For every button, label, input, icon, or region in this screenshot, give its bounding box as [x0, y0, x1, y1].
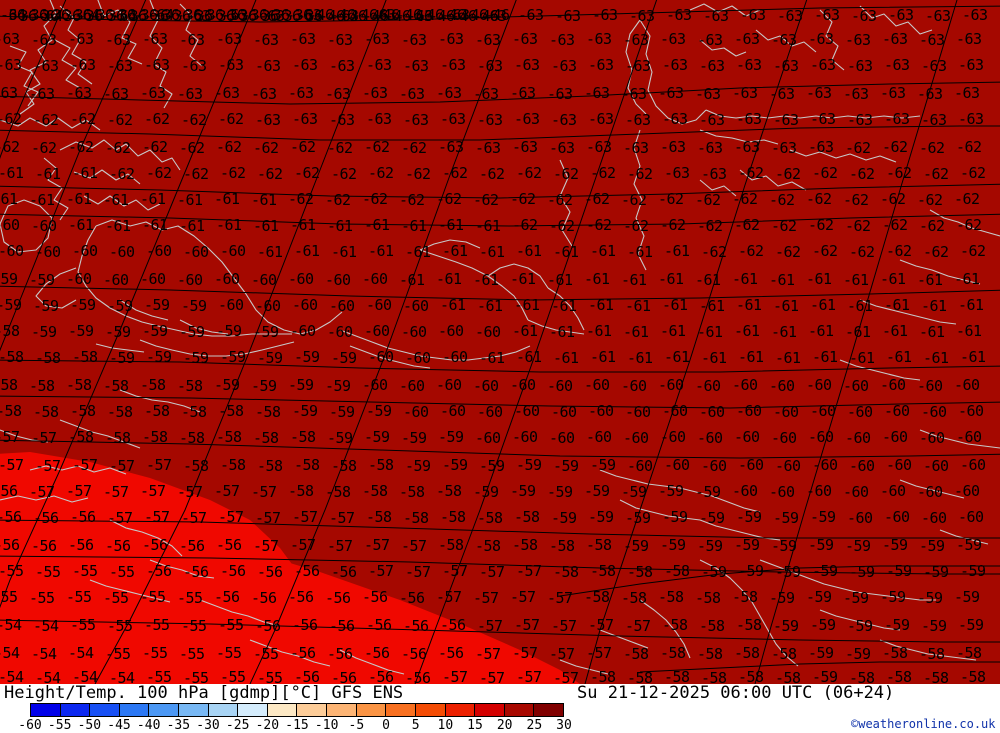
coastlines — [0, 0, 1000, 675]
colorbar-tick--40: -40 — [136, 718, 161, 733]
colorbar-segment-13 — [415, 704, 446, 716]
colorbar-segment-10 — [327, 704, 357, 716]
colorbar-segment-0 — [31, 704, 61, 716]
map-datetime: Su 21-12-2025 06:00 UTC (06+24) — [577, 683, 895, 703]
colorbar-tick-10: 10 — [437, 718, 454, 733]
colorbar-tick--30: -30 — [196, 718, 220, 733]
colorbar-tick--5: -5 — [348, 718, 365, 733]
colorbar-segment-6 — [208, 704, 239, 716]
weather-map[interactable]: -36 -36 -36 -36 -36 -36 -36 -36 -36 -36 -36 -36 -36-… — [0, 0, 1000, 684]
colorbar-segment-14 — [445, 704, 476, 716]
colorbar-tick--35: -35 — [166, 718, 191, 733]
colorbar-segment-2 — [90, 704, 120, 716]
colorbar-tick--45: -45 — [107, 718, 131, 733]
colorbar-tick-labels: -60 -55 -50 -45 -40 -35 -30 -25 -20 -15 -10 -5 0 5 10 1… — [18, 718, 572, 733]
colorbar-tick-5: 5 — [411, 718, 420, 733]
colorbar-tick--60: -60 — [18, 718, 42, 733]
warm-anomaly-region-3 — [0, 594, 580, 684]
colorbar-segment-15 — [475, 704, 505, 716]
colorbar-segment-5 — [179, 704, 209, 716]
colorbar-tick--50: -50 — [77, 718, 102, 733]
colorbar-tick--20: -20 — [255, 718, 280, 733]
colorbar-segment-4 — [149, 704, 180, 716]
colorbar-segment-11 — [356, 704, 387, 716]
colorbar-segment-8 — [267, 704, 298, 716]
colorbar-segment-17 — [534, 704, 563, 716]
colorbar-tick--10: -10 — [314, 718, 339, 733]
colorbar-segments[interactable] — [30, 703, 564, 717]
colorbar-segment-3 — [119, 704, 150, 716]
map-title: Height/Temp. 100 hPa [gdmp][°C] GFS ENS — [4, 683, 404, 703]
colorbar[interactable] — [30, 703, 564, 717]
colorbar-segment-1 — [60, 704, 91, 716]
colorbar-tick--15: -15 — [285, 718, 309, 733]
colorbar-tick-0: 0 — [382, 718, 390, 733]
map-footer: Height/Temp. 100 hPa [gdmp][°C] GFS ENS … — [0, 683, 1000, 733]
temperature-contours — [0, 5, 1000, 673]
colorbar-tick--25: -25 — [225, 718, 250, 733]
colorbar-segment-16 — [504, 704, 535, 716]
colorbar-tick-30: 30 — [556, 718, 572, 733]
colorbar-segment-12 — [386, 704, 416, 716]
colorbar-tick--55: -55 — [47, 718, 72, 733]
colorbar-segment-9 — [297, 704, 328, 716]
map-vector-layer — [0, 0, 1000, 684]
colorbar-tick-20: 20 — [496, 718, 513, 733]
colorbar-segment-7 — [238, 704, 268, 716]
colorbar-tick-15: 15 — [467, 718, 483, 733]
colorbar-tick-25: 25 — [526, 718, 543, 733]
copyright-label: ©weatheronline.co.uk — [851, 717, 996, 731]
